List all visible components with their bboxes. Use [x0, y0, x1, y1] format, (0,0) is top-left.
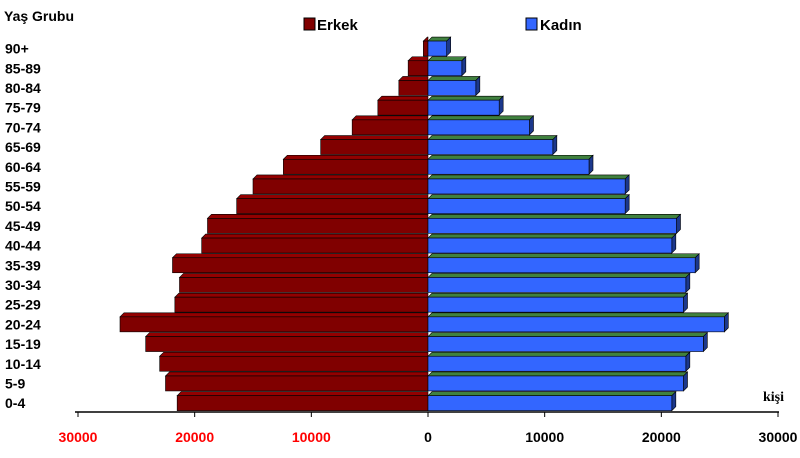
bar-erkek-20-24 [119, 312, 429, 333]
bar-erkek-10-14 [158, 351, 429, 372]
bar-kadin-40-44 [427, 233, 677, 254]
bar-kadin-15-19 [427, 331, 709, 353]
bar-erkek-60-64 [282, 154, 429, 175]
bar-kadin-55-59 [427, 174, 630, 195]
bar-erkek-85-89 [407, 56, 429, 77]
bar-kadin-0-4 [427, 390, 677, 412]
bar-kadin-30-34 [427, 272, 691, 294]
bar-erkek-55-59 [252, 174, 429, 195]
age-group-labels: 0-4 5-9 10-14 15-19 20-24 25-29 30-34 35-39 40-4… [5, 41, 41, 412]
bar-erkek-75-79 [377, 95, 429, 116]
bar-kadin-80-84 [427, 75, 481, 97]
bar-kadin-70-74 [427, 115, 535, 136]
bar-erkek-25-29 [174, 292, 429, 313]
legend-label-erkek: Erkek [317, 17, 359, 34]
bar-kadin-75-79 [427, 95, 504, 116]
bar-kadin-90plus [427, 36, 452, 57]
age-label-25-29: 25-29 [5, 297, 41, 313]
age-label-10-14: 10-14 [5, 356, 41, 372]
x-tick-label: 10000 [525, 429, 564, 445]
age-label-75-79: 75-79 [5, 100, 41, 116]
age-label-0-4: 0-4 [5, 395, 25, 411]
legend-swatch-erkek [303, 17, 316, 31]
bar-erkek-40-44 [200, 233, 429, 254]
bar-erkek-35-39 [171, 253, 429, 274]
bar-erkek-80-84 [398, 76, 429, 96]
age-label-45-49: 45-49 [5, 218, 41, 234]
x-axis-ticks: 30000 20000 10000 0 10000 20000 30000 [59, 412, 798, 445]
bar-erkek-70-74 [351, 115, 429, 136]
x-tick-label: 0 [424, 429, 432, 445]
age-label-30-34: 30-34 [5, 277, 41, 293]
bar-erkek-30-34 [178, 273, 429, 293]
bar-erkek-65-69 [319, 135, 429, 155]
bar-kadin-5-9 [427, 371, 689, 392]
bar-kadin-60-64 [427, 154, 594, 175]
legend: Erkek Kadın [303, 17, 582, 34]
bar-erkek-15-19 [144, 332, 429, 352]
age-label-90plus: 90+ [5, 41, 29, 57]
bar-erkek-50-54 [235, 194, 429, 214]
age-label-80-84: 80-84 [5, 80, 41, 96]
bar-kadin-85-89 [427, 56, 467, 77]
age-label-85-89: 85-89 [5, 60, 41, 76]
x-tick-label: 30000 [759, 429, 798, 445]
bars-layer [119, 36, 730, 412]
age-label-70-74: 70-74 [5, 119, 41, 135]
age-label-60-64: 60-64 [5, 159, 41, 175]
unit-label: kişi [763, 390, 784, 405]
bar-kadin-65-69 [427, 134, 558, 156]
age-label-65-69: 65-69 [5, 139, 41, 155]
bar-erkek-90plus [422, 36, 429, 57]
x-tick-label: 20000 [175, 429, 214, 445]
bar-erkek-0-4 [176, 391, 429, 411]
bar-kadin-50-54 [427, 193, 630, 215]
age-label-50-54: 50-54 [5, 198, 41, 214]
bar-kadin-20-24 [427, 312, 730, 333]
bar-erkek-5-9 [164, 371, 429, 392]
bar-kadin-25-29 [427, 292, 689, 313]
x-tick-label: 10000 [292, 429, 331, 445]
legend-label-kadin: Kadın [540, 17, 582, 34]
bar-erkek-45-49 [206, 214, 429, 234]
bar-kadin-45-49 [427, 213, 682, 235]
bar-kadin-35-39 [427, 253, 700, 274]
age-label-15-19: 15-19 [5, 336, 41, 352]
x-tick-label: 30000 [59, 429, 98, 445]
age-label-55-59: 55-59 [5, 178, 41, 194]
age-label-5-9: 5-9 [5, 375, 25, 391]
bar-kadin-10-14 [427, 351, 691, 372]
age-label-20-24: 20-24 [5, 316, 41, 332]
age-label-35-39: 35-39 [5, 257, 41, 273]
legend-swatch-kadin [525, 17, 538, 31]
chart-title: Yaş Grubu [4, 8, 74, 24]
x-tick-label: 20000 [642, 429, 681, 445]
age-label-40-44: 40-44 [5, 238, 41, 254]
